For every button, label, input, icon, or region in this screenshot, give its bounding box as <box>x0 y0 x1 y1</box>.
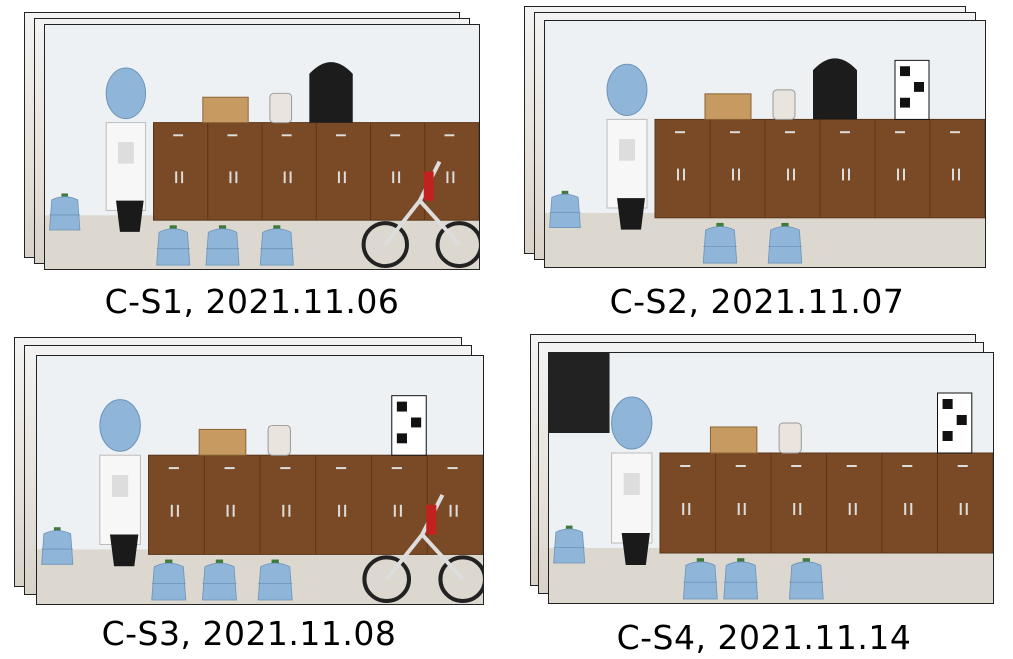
water-bottle <box>702 222 738 264</box>
marker-box <box>894 59 930 120</box>
cabinet <box>654 118 985 219</box>
cabinet <box>659 452 993 554</box>
scene-photo <box>544 20 986 268</box>
water-bottle <box>553 525 586 564</box>
cardboard-box <box>709 426 758 454</box>
display-stand <box>549 353 610 433</box>
water-bottle <box>788 558 824 600</box>
cardboard-box <box>704 93 752 120</box>
water-bottle <box>257 559 293 601</box>
water-bottle <box>156 225 191 266</box>
water-dispenser <box>611 396 653 544</box>
kettle <box>772 89 796 120</box>
floor <box>545 212 985 267</box>
water-bottle <box>682 558 718 600</box>
water-bottle <box>49 193 81 231</box>
bucket <box>109 534 139 567</box>
panel-c-s3: C-S3, 2021.11.08 <box>14 337 484 655</box>
scene-photo <box>44 24 480 270</box>
bicycle-frame-red <box>426 504 437 535</box>
kettle <box>778 422 802 454</box>
backpack <box>813 58 857 120</box>
panel-c-s1: C-S1, 2021.11.06 <box>24 12 480 324</box>
panel-caption: C-S1, 2021.11.06 <box>104 282 400 321</box>
kettle <box>269 92 293 124</box>
cardboard-box <box>202 96 249 124</box>
water-bottle <box>767 222 803 264</box>
kettle <box>267 424 291 456</box>
water-bottle <box>549 190 581 229</box>
panel-caption: C-S2, 2021.11.07 <box>609 282 905 321</box>
water-bottle <box>259 225 294 266</box>
cardboard-box <box>198 428 247 456</box>
panel-caption: C-S4, 2021.11.14 <box>616 618 912 657</box>
water-dispenser <box>105 67 147 211</box>
water-bottle <box>201 559 237 601</box>
scene-photo <box>36 355 484 605</box>
bucket <box>621 533 650 565</box>
marker-box <box>391 395 427 456</box>
water-bottle <box>41 527 74 565</box>
backpack <box>309 62 353 123</box>
water-bottle <box>723 558 759 600</box>
bucket <box>617 198 645 230</box>
marker-box <box>936 392 973 454</box>
bicycle <box>362 493 483 604</box>
water-dispenser <box>606 63 648 209</box>
panel-c-s4: C-S4, 2021.11.14 <box>530 334 998 657</box>
bucket <box>116 200 144 232</box>
bicycle-frame-red <box>423 171 434 201</box>
scene-photo <box>548 352 994 604</box>
water-bottle <box>151 559 187 601</box>
floor <box>549 548 993 603</box>
water-dispenser <box>99 399 141 545</box>
water-bottle <box>205 225 240 266</box>
panel-c-s2: C-S2, 2021.11.07 <box>524 6 990 324</box>
panel-caption: C-S3, 2021.11.08 <box>101 614 397 653</box>
